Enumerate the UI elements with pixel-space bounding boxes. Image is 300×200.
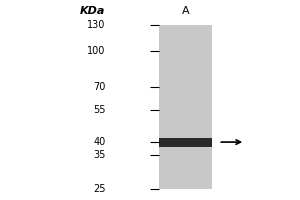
Text: 130: 130 — [87, 20, 105, 30]
Bar — [159, 25, 212, 189]
Bar — [159, 138, 212, 147]
Text: 55: 55 — [93, 105, 105, 115]
Text: A: A — [182, 6, 190, 16]
Text: 25: 25 — [93, 184, 105, 194]
Text: 40: 40 — [93, 137, 105, 147]
Text: KDa: KDa — [80, 6, 105, 16]
Text: 70: 70 — [93, 82, 105, 92]
Text: 100: 100 — [87, 46, 105, 56]
Text: 35: 35 — [93, 150, 105, 160]
